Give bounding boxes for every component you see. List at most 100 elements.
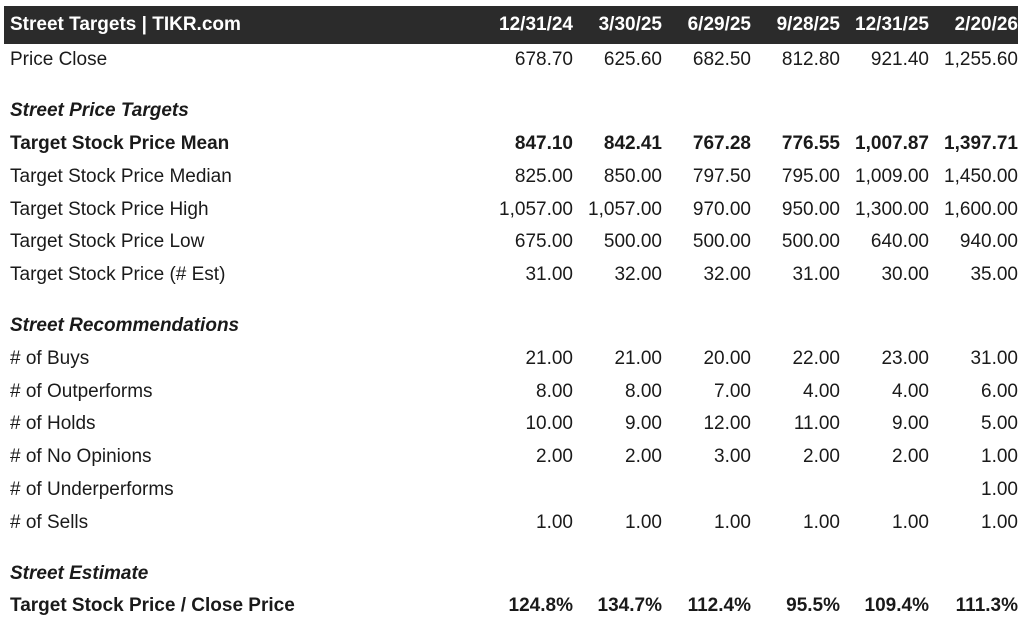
- row-label: # of Sells: [10, 511, 89, 533]
- cell-value: 9.00: [625, 413, 662, 435]
- table-row-sells: # of Sells 1.00 1.00 1.00 1.00 1.00 1.00: [4, 506, 1018, 539]
- table-row-target-over-close: Target Stock Price / Close Price 124.8% …: [4, 590, 1018, 623]
- cell-value: 134.7%: [597, 595, 662, 617]
- cell-value: 675.00: [514, 231, 573, 253]
- cell-value: 32.00: [703, 264, 751, 286]
- table-row-target-high: Target Stock Price High 1,057.00 1,057.0…: [4, 193, 1018, 226]
- cell-value: 640.00: [870, 231, 929, 253]
- cell-value: 2.00: [892, 446, 929, 468]
- date-column-header: 2/20/26: [954, 14, 1018, 35]
- cell-value: 1.00: [892, 511, 929, 533]
- cell-value: 1.00: [714, 511, 751, 533]
- cell-value: 95.5%: [786, 595, 840, 617]
- cell-value: 1,007.87: [855, 132, 929, 154]
- cell-value: 1,009.00: [855, 165, 929, 187]
- cell-value: 31.00: [970, 347, 1018, 369]
- row-label: # of Underperforms: [10, 478, 174, 500]
- date-column-header: 12/31/25: [855, 14, 929, 35]
- cell-value: 1,600.00: [944, 198, 1018, 220]
- cell-value: 776.55: [781, 132, 840, 154]
- table-row-underperforms: # of Underperforms 1.00: [4, 474, 1018, 507]
- cell-value: 921.40: [870, 49, 929, 71]
- row-label: # of Buys: [10, 347, 90, 369]
- cell-value: 20.00: [703, 347, 751, 369]
- street-targets-table: Street Targets | TIKR.com 12/31/24 3/30/…: [4, 6, 1018, 623]
- row-label: # of Holds: [10, 413, 96, 435]
- cell-value: 31.00: [792, 264, 840, 286]
- cell-value: 8.00: [625, 380, 662, 402]
- table-header: Street Targets | TIKR.com 12/31/24 3/30/…: [4, 6, 1018, 44]
- row-label: Target Stock Price High: [10, 198, 209, 220]
- cell-value: 8.00: [536, 380, 573, 402]
- row-label: # of No Opinions: [10, 446, 152, 468]
- cell-value: 847.10: [514, 132, 573, 154]
- cell-value: 1,397.71: [944, 132, 1018, 154]
- cell-value: 12.00: [703, 413, 751, 435]
- cell-value: 30.00: [881, 264, 929, 286]
- section-spacer: [4, 77, 1018, 95]
- section-spacer: [4, 292, 1018, 310]
- cell-value: 4.00: [803, 380, 840, 402]
- cell-value: 678.70: [514, 49, 573, 71]
- cell-value: 21.00: [614, 347, 662, 369]
- table-row-outperforms: # of Outperforms 8.00 8.00 7.00 4.00 4.0…: [4, 375, 1018, 408]
- cell-value: 10.00: [525, 413, 573, 435]
- section-spacer: [4, 539, 1018, 557]
- cell-value: 4.00: [892, 380, 929, 402]
- table-row-target-low: Target Stock Price Low 675.00 500.00 500…: [4, 226, 1018, 259]
- table-row-target-median: Target Stock Price Median 825.00 850.00 …: [4, 160, 1018, 193]
- cell-value: 35.00: [970, 264, 1018, 286]
- cell-value: 500.00: [603, 231, 662, 253]
- cell-value: 22.00: [792, 347, 840, 369]
- cell-value: 5.00: [981, 413, 1018, 435]
- row-label: Target Stock Price / Close Price: [10, 595, 295, 617]
- cell-value: 1,057.00: [499, 198, 573, 220]
- cell-value: 795.00: [781, 165, 840, 187]
- row-label: Target Stock Price Low: [10, 231, 205, 253]
- cell-value: 9.00: [892, 413, 929, 435]
- cell-value: 797.50: [692, 165, 751, 187]
- cell-value: 32.00: [614, 264, 662, 286]
- cell-value: 3.00: [714, 446, 751, 468]
- cell-value: 2.00: [536, 446, 573, 468]
- cell-value: 1.00: [536, 511, 573, 533]
- cell-value: 7.00: [714, 380, 751, 402]
- cell-value: 767.28: [692, 132, 751, 154]
- cell-value: 1.00: [803, 511, 840, 533]
- date-column-header: 9/28/25: [776, 14, 840, 35]
- cell-value: 31.00: [525, 264, 573, 286]
- cell-value: 950.00: [781, 198, 840, 220]
- cell-value: 1,300.00: [855, 198, 929, 220]
- table-row-target-est-count: Target Stock Price (# Est) 31.00 32.00 3…: [4, 259, 1018, 292]
- cell-value: 970.00: [692, 198, 751, 220]
- cell-value: 1.00: [981, 478, 1018, 500]
- cell-value: 124.8%: [508, 595, 573, 617]
- cell-value: 23.00: [881, 347, 929, 369]
- table-row-no-opinions: # of No Opinions 2.00 2.00 3.00 2.00 2.0…: [4, 441, 1018, 474]
- cell-value: 1.00: [981, 446, 1018, 468]
- row-label: Price Close: [10, 49, 108, 71]
- table-row-price-close: Price Close 678.70 625.60 682.50 812.80 …: [4, 44, 1018, 77]
- cell-value: 1,057.00: [588, 198, 662, 220]
- cell-value: 1,450.00: [944, 165, 1018, 187]
- cell-value: 812.80: [781, 49, 840, 71]
- row-label: # of Outperforms: [10, 380, 153, 402]
- row-label: Target Stock Price Median: [10, 165, 232, 187]
- cell-value: 2.00: [803, 446, 840, 468]
- cell-value: 825.00: [514, 165, 573, 187]
- section-title-recommendations: Street Recommendations: [10, 314, 240, 336]
- section-title-price-targets: Street Price Targets: [10, 100, 189, 122]
- table-title: Street Targets | TIKR.com: [10, 14, 241, 35]
- cell-value: 109.4%: [864, 595, 929, 617]
- cell-value: 1.00: [981, 511, 1018, 533]
- cell-value: 6.00: [981, 380, 1018, 402]
- cell-value: 500.00: [692, 231, 751, 253]
- cell-value: 682.50: [692, 49, 751, 71]
- cell-value: 2.00: [625, 446, 662, 468]
- table-row-target-mean: Target Stock Price Mean 847.10 842.41 76…: [4, 128, 1018, 161]
- date-column-header: 6/29/25: [687, 14, 751, 35]
- cell-value: 1,255.60: [944, 49, 1018, 71]
- cell-value: 111.3%: [955, 595, 1018, 617]
- cell-value: 500.00: [781, 231, 840, 253]
- date-column-header: 3/30/25: [598, 14, 662, 35]
